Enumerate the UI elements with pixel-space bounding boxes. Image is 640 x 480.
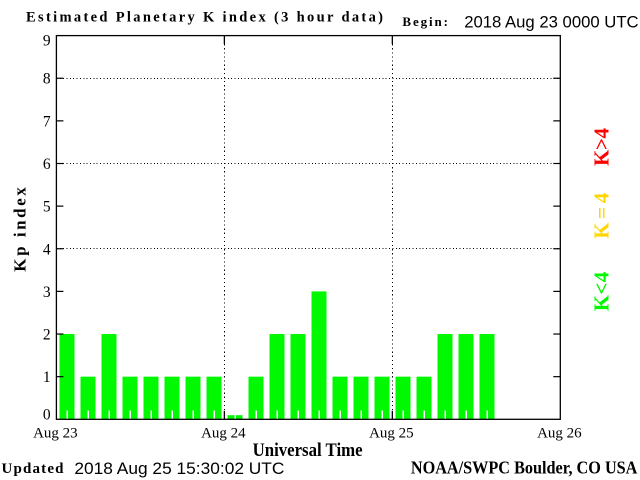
svg-text:2: 2 xyxy=(43,327,51,344)
svg-text:Estimated Planetary K index (3: Estimated Planetary K index (3 hour data… xyxy=(26,10,383,26)
svg-text:Kp index: Kp index xyxy=(11,187,30,272)
svg-text:Universal Time: Universal Time xyxy=(253,440,363,461)
svg-text:Aug 24: Aug 24 xyxy=(201,426,246,442)
svg-text:3: 3 xyxy=(43,284,51,301)
svg-text:Aug 23: Aug 23 xyxy=(33,426,78,442)
svg-text:0: 0 xyxy=(43,406,51,423)
svg-text:2018 Aug 25 15:30:02 UTC: 2018 Aug 25 15:30:02 UTC xyxy=(74,459,284,478)
svg-text:8: 8 xyxy=(43,71,51,88)
svg-text:2018 Aug 23 0000 UTC: 2018 Aug 23 0000 UTC xyxy=(464,12,638,31)
svg-text:K>4: K>4 xyxy=(590,128,614,167)
svg-text:K<4: K<4 xyxy=(590,271,614,311)
svg-text:1: 1 xyxy=(43,369,51,386)
svg-text:7: 7 xyxy=(43,113,51,130)
svg-text:Begin:: Begin: xyxy=(402,14,448,29)
svg-text:Aug 25: Aug 25 xyxy=(369,426,414,442)
svg-text:NOAA/SWPC Boulder, CO USA: NOAA/SWPC Boulder, CO USA xyxy=(411,458,638,478)
svg-text:6: 6 xyxy=(43,156,51,173)
svg-text:9: 9 xyxy=(43,32,51,49)
svg-text:4: 4 xyxy=(43,241,51,258)
svg-text:5: 5 xyxy=(43,199,51,216)
svg-text:K=4: K=4 xyxy=(590,192,614,239)
svg-text:Aug 26: Aug 26 xyxy=(537,426,582,442)
svg-text:Updated: Updated xyxy=(2,461,65,477)
